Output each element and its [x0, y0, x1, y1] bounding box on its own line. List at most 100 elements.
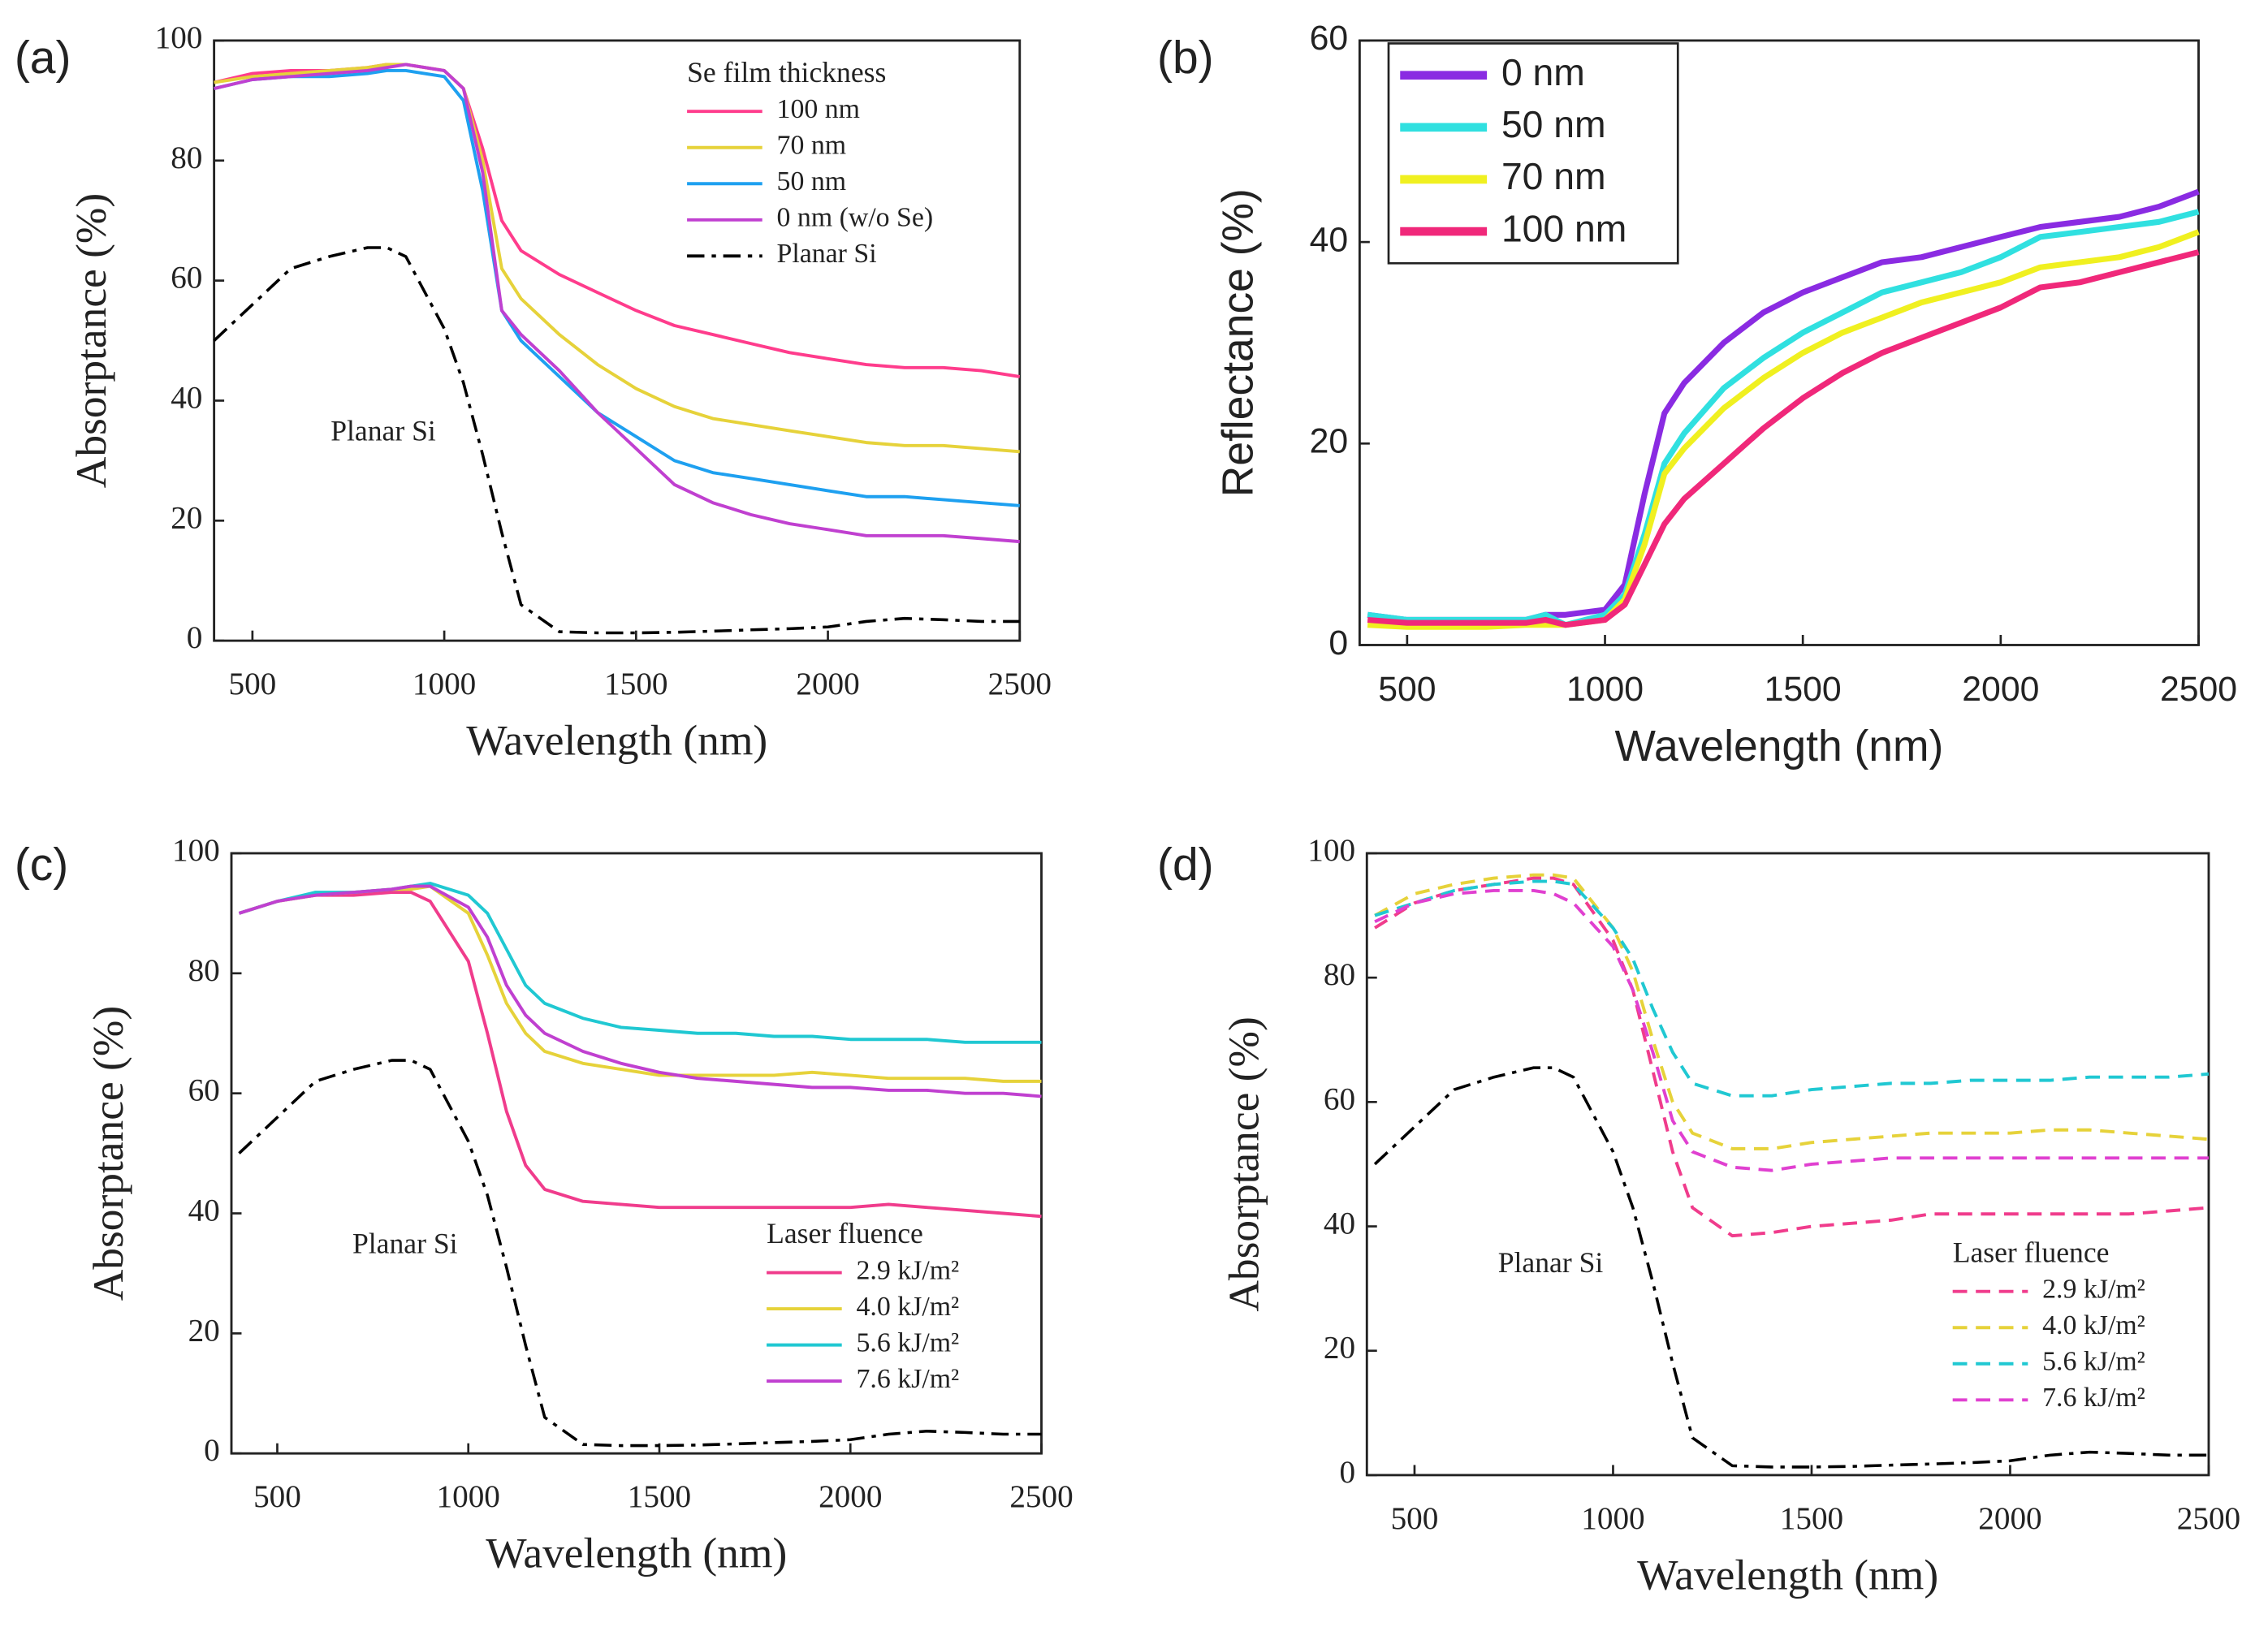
y-tick-label: 100 [172, 833, 220, 868]
x-tick-label: 2000 [796, 667, 859, 701]
panel-label: (c) [15, 839, 68, 891]
y-tick-label: 0 [204, 1433, 220, 1468]
x-tick-label: 500 [1378, 670, 1436, 709]
legend-label: 100 nm [777, 94, 860, 124]
legend-label: 7.6 kJ/m² [857, 1364, 960, 1394]
x-tick-label: 1500 [604, 667, 667, 701]
data-line [1367, 209, 2200, 628]
y-axis-title: Absorptance (%) [67, 193, 115, 488]
x-axis-title: Wavelength (nm) [486, 1529, 787, 1577]
x-tick-label: 500 [228, 667, 276, 701]
y-tick-label: 0 [1328, 624, 1348, 662]
data-line [1373, 1066, 2209, 1469]
y-tick-label: 0 [187, 620, 203, 655]
x-tick-label: 2000 [819, 1479, 882, 1514]
data-line [238, 884, 1042, 1098]
plot-frame [230, 852, 1043, 1455]
chart-panel: 500 1000 1500 2000 2500 0 20 40 60 80 100 Wavelengt… [15, 20, 1052, 765]
x-tick-label: 2000 [1962, 670, 2039, 709]
x-tick-label: 2000 [1978, 1501, 2041, 1536]
panel-label: (a) [15, 32, 71, 84]
y-tick-label: 20 [1310, 422, 1349, 461]
y-axis-title: Absorptance (%) [84, 1006, 132, 1301]
annotation: Planar Si [352, 1228, 458, 1260]
plot-frame [213, 39, 1022, 642]
x-tick-label: 500 [1391, 1501, 1439, 1536]
y-tick-label: 40 [171, 380, 202, 415]
y-tick-label: 80 [1324, 957, 1355, 992]
annotation: Planar Si [330, 415, 436, 447]
x-tick-label: 2500 [988, 667, 1052, 701]
panel-label: (d) [1157, 839, 1214, 891]
data-line [238, 884, 1042, 1083]
legend-title: Laser fluence [767, 1217, 923, 1249]
legend-title: Se film thickness [687, 56, 886, 88]
legend-label: Planar Si [777, 239, 877, 269]
plot-frame [1365, 852, 2210, 1477]
y-tick-label: 20 [171, 500, 202, 535]
data-line [1367, 229, 2200, 630]
legend-label: 50 nm [1501, 103, 1606, 145]
x-axis-title: Wavelength (nm) [466, 716, 767, 765]
legend-label: 0 nm [1501, 51, 1585, 93]
x-tick-label: 1000 [1581, 1501, 1644, 1536]
x-axis-title: Wavelength (nm) [1637, 1550, 1938, 1599]
y-tick-label: 60 [1310, 19, 1349, 58]
legend-label: 2.9 kJ/m² [857, 1255, 960, 1285]
y-tick-label: 100 [155, 20, 203, 55]
legend-label: 4.0 kJ/m² [857, 1292, 960, 1322]
y-tick-label: 60 [188, 1073, 220, 1108]
legend-box [1387, 42, 1679, 265]
data-line [238, 1059, 1042, 1448]
data-line [214, 63, 1020, 454]
legend-label: 7.6 kJ/m² [2042, 1383, 2145, 1413]
y-tick-label: 40 [1310, 220, 1349, 259]
y-tick-label: 80 [171, 140, 202, 175]
legend-label: 0 nm (w/o Se) [777, 203, 934, 233]
plot-frame [1358, 39, 2200, 646]
x-tick-label: 1500 [628, 1479, 691, 1514]
y-tick-label: 40 [188, 1193, 220, 1228]
data-line [1374, 888, 2209, 1172]
legend-label: 50 nm [777, 166, 847, 196]
legend-label: 100 nm [1501, 207, 1626, 249]
x-tick-label: 1000 [413, 667, 476, 701]
y-axis-title: Reflectance (%) [1214, 188, 1262, 497]
y-axis-title: Absorptance (%) [1219, 1016, 1268, 1311]
x-tick-label: 1000 [1566, 670, 1644, 709]
annotation: Planar Si [1498, 1246, 1604, 1279]
y-tick-label: 40 [1324, 1206, 1355, 1241]
y-tick-label: 20 [188, 1313, 220, 1348]
data-line [1374, 873, 2210, 1150]
x-tick-label: 2500 [2177, 1501, 2240, 1536]
y-tick-label: 100 [1307, 833, 1355, 868]
x-tick-label: 2500 [1009, 1479, 1073, 1514]
legend-label: 70 nm [777, 131, 847, 161]
chart-panel: 500 1000 1500 2000 2500 0 20 40 60 80 100 Wavelengt… [1157, 833, 2240, 1599]
legend-title: Laser fluence [1953, 1236, 2110, 1268]
data-line [1367, 249, 2200, 628]
data-line [213, 246, 1020, 635]
data-line [1374, 879, 2210, 1098]
y-tick-label: 60 [171, 261, 202, 296]
panel-label: (b) [1157, 32, 1214, 84]
legend-label: 4.0 kJ/m² [2042, 1310, 2145, 1340]
y-tick-label: 80 [188, 953, 220, 988]
x-tick-label: 1500 [1780, 1501, 1843, 1536]
x-axis-title: Wavelength (nm) [1615, 723, 1944, 770]
chart-panel: 500 1000 1500 2000 2500 0 20 40 60 Wavelength (nm… [1157, 19, 2237, 770]
y-tick-label: 0 [1339, 1455, 1355, 1490]
data-line [238, 882, 1042, 1044]
data-line [214, 69, 1020, 507]
x-tick-label: 500 [253, 1479, 301, 1514]
legend-label: 5.6 kJ/m² [2042, 1347, 2145, 1377]
x-tick-label: 1000 [437, 1479, 500, 1514]
y-tick-label: 20 [1324, 1331, 1355, 1366]
x-tick-label: 2500 [2160, 670, 2237, 709]
data-line [214, 63, 1020, 544]
legend-label: 5.6 kJ/m² [857, 1327, 960, 1357]
chart-panel: 500 1000 1500 2000 2500 0 20 40 60 80 100 Wavelengt… [15, 833, 1074, 1577]
x-tick-label: 1500 [1765, 670, 1842, 709]
